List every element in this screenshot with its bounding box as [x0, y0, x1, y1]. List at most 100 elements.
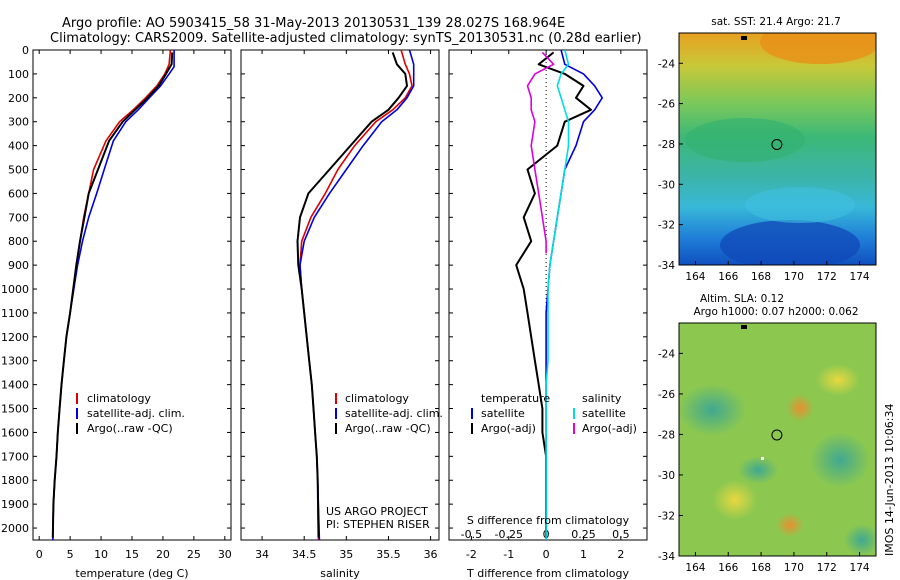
series-line-climatology [52, 49, 172, 541]
legend-label-satellite-adj: satellite-adj. clim. [345, 407, 443, 420]
y-tick-label: 100 [8, 68, 29, 81]
temperature-panel: 0100200300400500600700800900100011001200… [1, 44, 232, 580]
sla-blob-6 [776, 513, 804, 537]
map-y-tick-label: -30 [658, 470, 675, 482]
map-y-tick-label: -28 [658, 139, 675, 151]
sst-cool-patch [720, 220, 860, 265]
project-note-line-1: US ARGO PROJECT [326, 505, 428, 518]
map-y-tick-label: -26 [658, 389, 675, 401]
temperature-legend: climatology satellite-adj. clim. Argo(..… [76, 392, 185, 435]
x-tick-label: 15 [125, 548, 139, 561]
legend-title-salinity: salinity [582, 392, 622, 405]
map-y-tick-label: -28 [658, 429, 675, 441]
map-x-tick-label: 174 [850, 271, 870, 283]
x-tick-label: 25 [187, 548, 201, 561]
y-tick-label: 1800 [1, 474, 29, 487]
x-tick-label: 0 [543, 548, 550, 561]
sla-land-speck [741, 325, 747, 329]
project-note-line-2: PI: STEPHEN RISER [326, 518, 430, 531]
sst-heatmap [679, 33, 876, 265]
y-tick-label: 300 [8, 116, 29, 129]
map-y-tick-label: -24 [658, 58, 675, 70]
legend-label-satellite-adj: satellite-adj. clim. [87, 407, 185, 420]
series-line-salinity-satellite [545, 49, 570, 540]
difference-xlabel: T difference from climatology [466, 567, 629, 580]
series-line-satellite-adj-clim [52, 50, 175, 541]
y-tick-label: 700 [8, 211, 29, 224]
sla-map-subtitle: Argo h1000: 0.07 h2000: 0.062 [693, 306, 858, 318]
y-tick-label: 0 [22, 44, 29, 57]
y-tick-label: 1600 [1, 426, 29, 439]
series-line-argo-raw-qc [296, 52, 408, 538]
x-tick-label: 1 [580, 548, 587, 561]
legend-label-sal-argo: Argo(-adj) [582, 422, 637, 435]
map-x-tick-label: 168 [751, 271, 771, 283]
salinity-ticks: 34 34.5 35 35.5 36 [241, 49, 439, 561]
y-tick-label: 1100 [1, 307, 29, 320]
x-tick-label: 5 [67, 548, 74, 561]
difference-axes-frame [448, 49, 648, 541]
sla-axes-frame [678, 322, 877, 557]
salinity-panel: 34 34.5 35 35.5 36 salinity climatology sate… [240, 49, 443, 580]
y-tick-label: 800 [8, 235, 29, 248]
salinity-axes-frame [240, 49, 440, 541]
legend-label-sal-satellite: satellite [582, 407, 626, 420]
x-tick-label: 30 [218, 548, 232, 561]
y-tick-label: 1500 [1, 403, 29, 416]
map-x-tick-label: 166 [718, 562, 738, 574]
x-tick-label: -1 [503, 548, 514, 561]
sla-island-speck [761, 457, 764, 460]
map-y-tick-label: -32 [658, 220, 675, 232]
figure-header: Argo profile: AO 5903415_58 31-May-2013 … [50, 16, 642, 46]
y-tick-label: 1200 [1, 331, 29, 344]
salinity-xlabel: salinity [320, 567, 360, 580]
x-tick-label: 2 [617, 548, 624, 561]
temperature-lines [51, 49, 175, 541]
legend-label-temp-satellite: satellite [481, 407, 525, 420]
top-x-tick-label: -0.25 [495, 528, 523, 541]
sst-warm-patch [760, 33, 876, 64]
x-tick-label: 36 [424, 548, 438, 561]
sst-axes-frame [678, 32, 877, 266]
sst-land-speck [741, 36, 747, 40]
difference-top-title: S difference from climatology [467, 514, 630, 527]
sst-argo-location-marker [771, 139, 783, 150]
y-tick-label: 600 [8, 187, 29, 200]
sst-green-patch [685, 118, 805, 162]
x-tick-label: 0 [36, 548, 43, 561]
map-y-tick-label: -34 [658, 551, 675, 563]
sla-blob-5 [713, 480, 757, 520]
sst-cyan-patch [745, 187, 855, 223]
y-tick-label: 1000 [1, 283, 29, 296]
series-line-salinity-argo-adj [526, 51, 555, 254]
sla-blob-2 [810, 432, 870, 488]
y-tick-label: 1300 [1, 355, 29, 368]
salinity-lines [296, 49, 415, 541]
series-line-temperature-satellite [545, 49, 604, 540]
map-y-tick-label: -24 [658, 348, 675, 360]
x-tick-label: 34.5 [292, 548, 317, 561]
top-x-tick-label: 0.25 [571, 528, 596, 541]
temperature-ticks: 0100200300400500600700800900100011001200… [1, 44, 232, 561]
map-y-tick-label: -30 [658, 179, 675, 191]
legend-label-temp-argo: Argo(-adj) [481, 422, 536, 435]
sla-argo-location-marker [771, 429, 783, 441]
y-tick-label: 1700 [1, 450, 29, 463]
y-tick-label: 200 [8, 92, 29, 105]
y-tick-label: 1900 [1, 498, 29, 511]
sst-map-title: sat. SST: 21.4 Argo: 21.7 [711, 16, 841, 28]
salinity-legend: climatology satellite-adj. clim. Argo(..… [335, 392, 443, 435]
header-line-1: Argo profile: AO 5903415_58 31-May-2013 … [62, 16, 565, 31]
x-tick-label: 35 [339, 548, 353, 561]
y-tick-label: 900 [8, 259, 29, 272]
legend-title-temperature: temperature [481, 392, 550, 405]
temperature-axes-frame [32, 49, 232, 541]
map-x-tick-label: 164 [685, 562, 705, 574]
sla-blob-4 [816, 364, 860, 396]
y-tick-label: 500 [8, 164, 29, 177]
map-x-tick-label: 164 [685, 271, 705, 283]
map-x-tick-label: 172 [817, 271, 837, 283]
map-y-tick-label: -26 [658, 99, 675, 111]
sla-blob-1 [679, 384, 746, 436]
